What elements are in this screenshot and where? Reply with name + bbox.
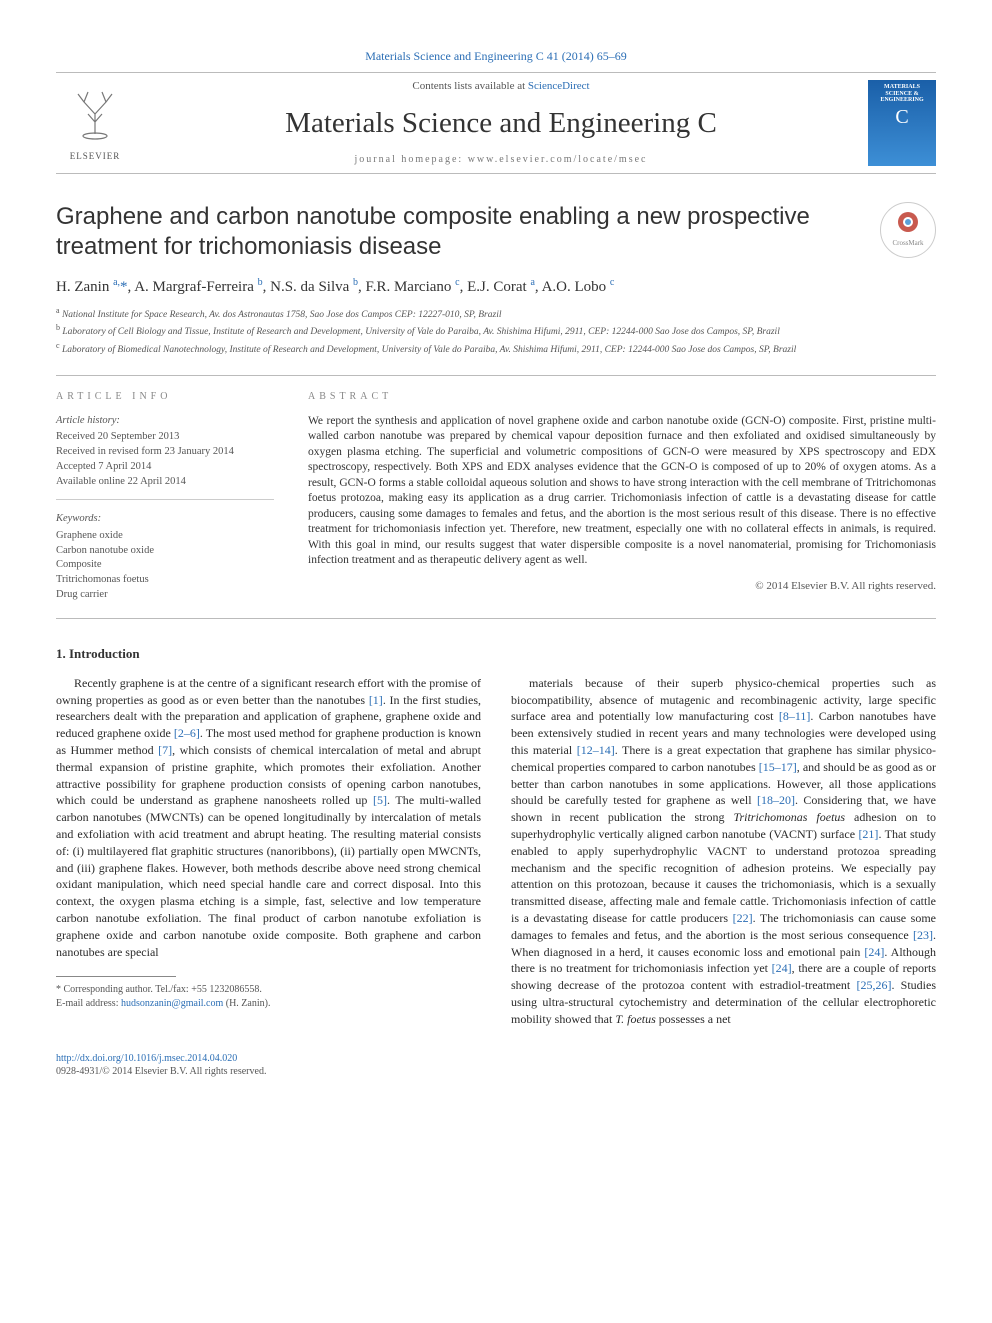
ref-link[interactable]: [12–14]	[577, 743, 615, 757]
journal-citation: Materials Science and Engineering C 41 (…	[56, 48, 936, 64]
corr-email[interactable]: hudsonzanin@gmail.com	[121, 998, 223, 1009]
ref-link[interactable]: [23]	[913, 928, 933, 942]
affiliation-line: c Laboratory of Biomedical Nanotechnolog…	[56, 340, 936, 357]
article-info-label: ARTICLE INFO	[56, 390, 274, 404]
header-center: Contents lists available at ScienceDirec…	[134, 79, 868, 166]
history-line: Accepted 7 April 2014	[56, 460, 274, 475]
contents-available: Contents lists available at ScienceDirec…	[146, 79, 856, 94]
ref-link[interactable]: [5]	[373, 793, 387, 807]
cover-title-line3: ENGINEERING	[880, 97, 923, 104]
article-meta-row: ARTICLE INFO Article history: Received 2…	[56, 375, 936, 619]
journal-cover-thumbnail: MATERIALS SCIENCE & ENGINEERING C	[868, 80, 936, 166]
keywords-label: Keywords:	[56, 512, 274, 527]
publisher-name: ELSEVIER	[70, 150, 121, 162]
journal-header: ELSEVIER Contents lists available at Sci…	[56, 72, 936, 173]
cover-title-line1: MATERIALS	[884, 84, 920, 91]
ref-link[interactable]: [22]	[733, 911, 753, 925]
affiliations: a National Institute for Space Research,…	[56, 305, 936, 357]
keyword-line: Tritrichomonas foetus	[56, 573, 274, 588]
corr-email-line: E-mail address: hudsonzanin@gmail.com (H…	[56, 997, 481, 1011]
body-para-2: materials because of their superb physic…	[511, 675, 936, 1028]
ref-link[interactable]: [1]	[369, 693, 383, 707]
ref-link[interactable]: [2–6]	[174, 726, 200, 740]
page-footer: http://dx.doi.org/10.1016/j.msec.2014.04…	[56, 1052, 936, 1079]
contents-prefix: Contents lists available at	[412, 80, 527, 92]
elsevier-tree-icon	[68, 84, 122, 148]
ref-link[interactable]: [7]	[158, 743, 172, 757]
keywords-block: Keywords: Graphene oxideCarbon nanotube …	[56, 512, 274, 602]
history-line: Available online 22 April 2014	[56, 475, 274, 490]
body-text-columns: Recently graphene is at the centre of a …	[56, 675, 936, 1028]
article-history-block: Article history: Received 20 September 2…	[56, 414, 274, 500]
sciencedirect-link[interactable]: ScienceDirect	[528, 80, 590, 92]
footnote-separator	[56, 976, 176, 977]
doi-link[interactable]: http://dx.doi.org/10.1016/j.msec.2014.04…	[56, 1053, 237, 1064]
ref-link[interactable]: [24]	[864, 945, 884, 959]
ref-link[interactable]: [25,26]	[856, 978, 891, 992]
article-info-column: ARTICLE INFO Article history: Received 2…	[56, 390, 274, 602]
history-line: Received 20 September 2013	[56, 430, 274, 445]
email-suffix: (H. Zanin).	[223, 998, 270, 1009]
crossmark-icon	[897, 211, 919, 239]
corresponding-footnote: * Corresponding author. Tel./fax: +55 12…	[56, 983, 481, 1011]
article-title: Graphene and carbon nanotube composite e…	[56, 202, 864, 262]
crossmark-label: CrossMark	[892, 239, 923, 248]
abstract-copyright: © 2014 Elsevier B.V. All rights reserved…	[308, 579, 936, 594]
history-line: Received in revised form 23 January 2014	[56, 445, 274, 460]
history-label: Article history:	[56, 414, 274, 429]
authors-line: H. Zanin a,*, A. Margraf-Ferreira b, N.S…	[56, 276, 936, 297]
email-label: E-mail address:	[56, 998, 121, 1009]
keyword-line: Graphene oxide	[56, 529, 274, 544]
keyword-line: Composite	[56, 558, 274, 573]
issn-copyright: 0928-4931/© 2014 Elsevier B.V. All right…	[56, 1066, 266, 1077]
abstract-text: We report the synthesis and application …	[308, 414, 936, 569]
section-heading-intro: 1. Introduction	[56, 645, 936, 663]
corr-author-line: * Corresponding author. Tel./fax: +55 12…	[56, 983, 481, 997]
ref-link[interactable]: [8–11]	[779, 709, 811, 723]
publisher-logo: ELSEVIER	[56, 82, 134, 164]
cover-title-line2: SCIENCE &	[885, 91, 918, 98]
keyword-line: Carbon nanotube oxide	[56, 544, 274, 559]
ref-link[interactable]: [24]	[772, 961, 792, 975]
ref-link[interactable]: [18–20]	[757, 793, 795, 807]
ref-link[interactable]: [15–17]	[759, 760, 797, 774]
crossmark-badge[interactable]: CrossMark	[880, 202, 936, 258]
abstract-column: ABSTRACT We report the synthesis and app…	[308, 390, 936, 602]
keyword-line: Drug carrier	[56, 588, 274, 603]
journal-name: Materials Science and Engineering C	[146, 104, 856, 143]
ref-link[interactable]: [21]	[858, 827, 878, 841]
affiliation-line: a National Institute for Space Research,…	[56, 305, 936, 322]
affiliation-line: b Laboratory of Cell Biology and Tissue,…	[56, 322, 936, 339]
journal-homepage: journal homepage: www.elsevier.com/locat…	[146, 153, 856, 167]
cover-letter: C	[895, 106, 908, 128]
abstract-label: ABSTRACT	[308, 390, 936, 404]
body-para-1: Recently graphene is at the centre of a …	[56, 675, 481, 961]
